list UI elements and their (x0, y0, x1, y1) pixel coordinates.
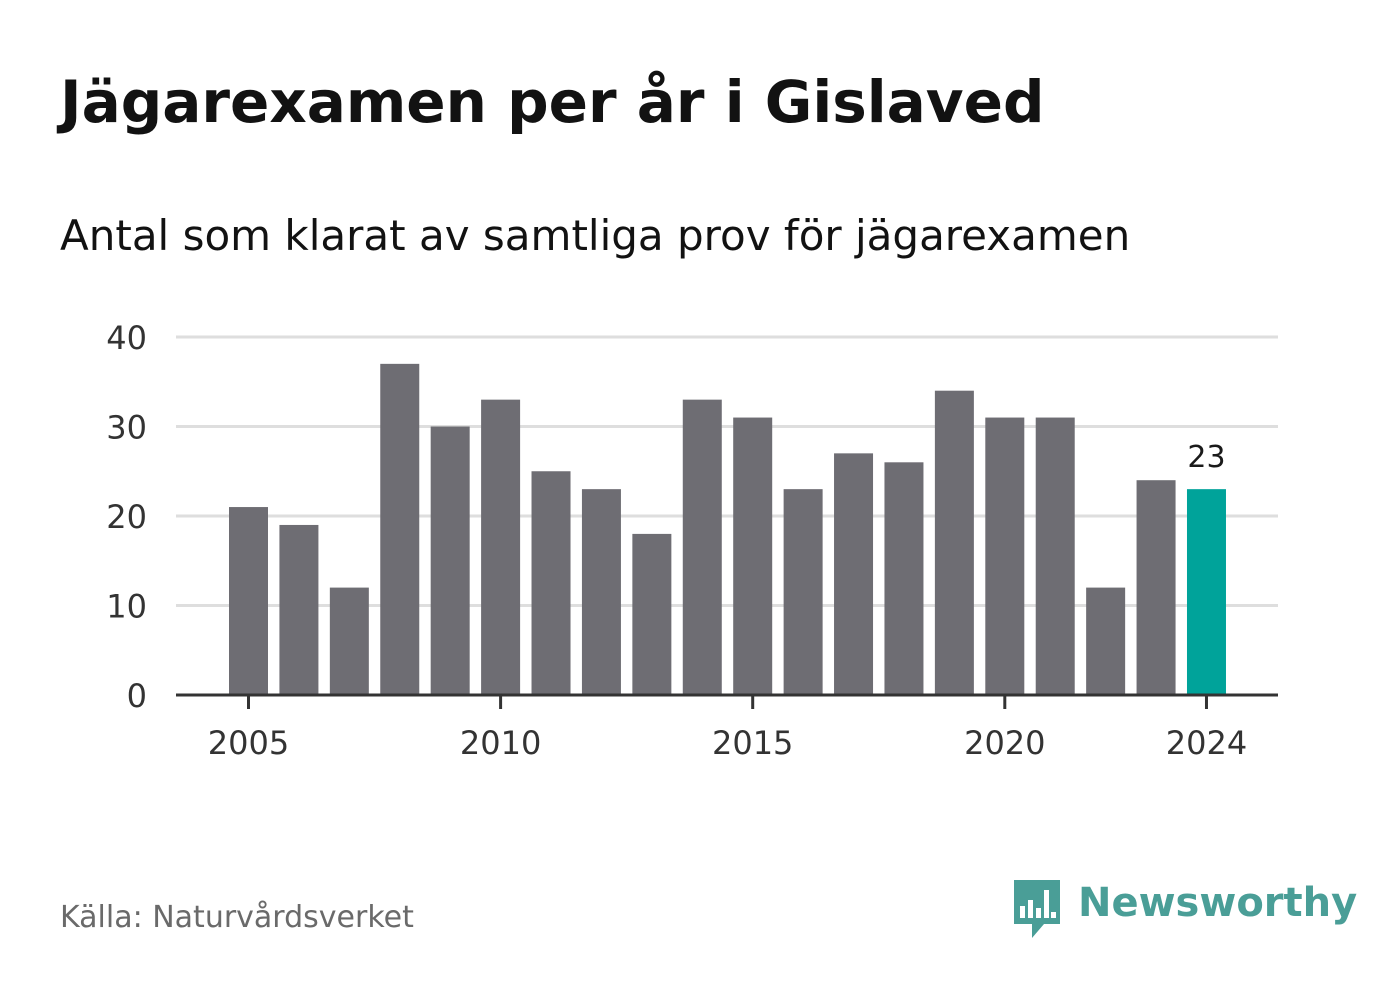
chart-title: Jägarexamen per år i Gislaved (60, 68, 1045, 136)
x-tick-label: 2024 (1166, 724, 1247, 762)
bar-2021 (1035, 417, 1075, 695)
bar-2018 (884, 462, 924, 695)
bar-2006 (279, 524, 319, 695)
bar-2008 (380, 363, 420, 695)
bar-2012 (581, 489, 621, 695)
x-tick-label: 2015 (712, 724, 793, 762)
newsworthy-logo: Newsworthy (1010, 878, 1357, 942)
bar-2023 (1136, 480, 1176, 695)
bar-2024 (1186, 489, 1226, 695)
chart-subtitle: Antal som klarat av samtliga prov för jä… (60, 211, 1131, 260)
data-label-2024: 23 (1187, 440, 1225, 475)
x-tick-label: 2020 (964, 724, 1045, 762)
bar-chart-speech-bubble-icon (1014, 880, 1060, 938)
bar-2016 (783, 489, 823, 695)
data-labels: 23 (1187, 440, 1225, 475)
bar-2010 (481, 399, 521, 695)
gridlines (176, 335, 1278, 607)
y-tick-label: 40 (106, 319, 147, 357)
x-tick-label: 2005 (208, 724, 289, 762)
y-tick-label: 0 (127, 677, 147, 715)
y-axis-tick-labels: 0 10 20 30 40 (106, 319, 147, 715)
bar-2015 (733, 417, 773, 695)
bar-2014 (682, 399, 722, 695)
bars (229, 363, 1226, 695)
source-note: Källa: Naturvårdsverket (60, 900, 414, 935)
x-axis-tick-labels: 2005 2010 2015 2020 2024 (208, 695, 1247, 762)
bar-2020 (985, 417, 1025, 695)
bar-2009 (430, 426, 470, 695)
bar-2005 (229, 507, 268, 695)
bar-2019 (934, 390, 974, 695)
y-tick-label: 10 (106, 588, 147, 626)
brand-name: Newsworthy (1078, 880, 1358, 926)
x-tick-label: 2010 (460, 724, 541, 762)
y-tick-label: 20 (106, 498, 147, 536)
bar-2022 (1086, 587, 1126, 695)
bar-2011 (531, 471, 571, 695)
bar-2017 (834, 453, 874, 695)
bar-2007 (329, 587, 369, 695)
y-tick-label: 30 (106, 409, 147, 447)
bar-chart: 0 10 20 30 40 2005 2010 2015 2020 2024 23 (106, 319, 1278, 762)
bar-2013 (632, 533, 672, 695)
